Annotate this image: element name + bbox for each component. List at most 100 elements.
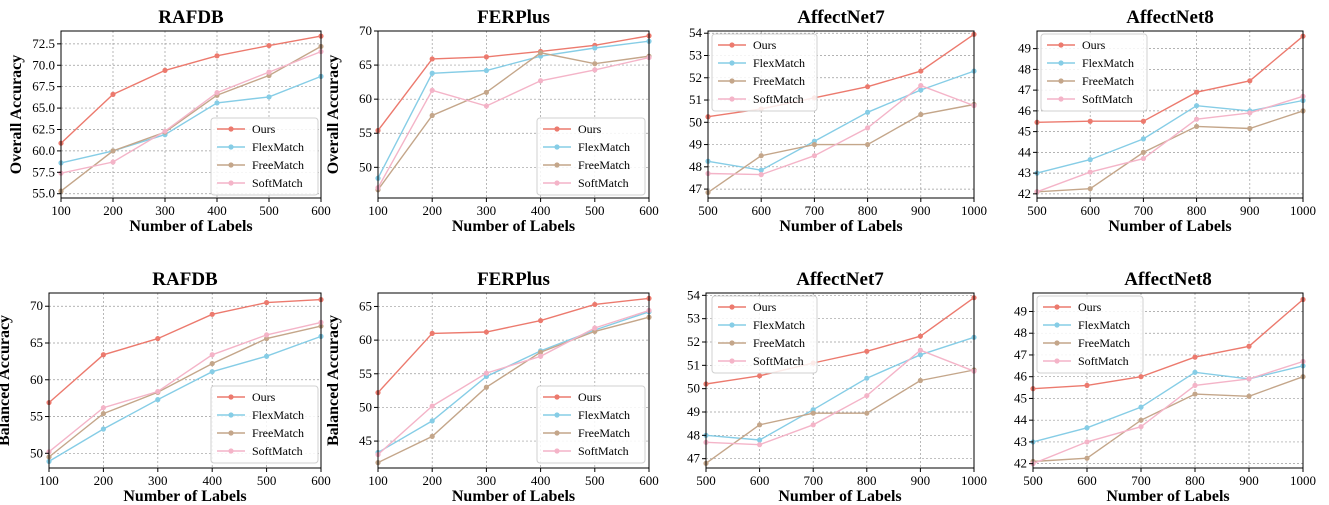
data-point-freematch [1087, 186, 1093, 192]
y-tick-label: 60 [359, 91, 372, 106]
legend-label: FreeMatch [753, 74, 805, 88]
legend-swatch-marker [729, 322, 735, 328]
chart-title: FERPlus [477, 269, 550, 290]
data-point-flexmatch [429, 70, 435, 76]
x-tick-label: 1000 [1290, 203, 1316, 218]
y-tick-label: 46 [1014, 369, 1028, 384]
data-point-freematch [918, 111, 924, 118]
x-tick-label: 100 [51, 203, 71, 218]
x-tick-label: 900 [911, 203, 931, 218]
data-point-ours [162, 67, 168, 73]
y-tick-label: 50 [359, 399, 372, 414]
data-point-softmatch [592, 67, 598, 73]
y-tick-label: 47 [687, 451, 701, 466]
x-tick-label: 300 [477, 473, 497, 488]
data-point-softmatch [1140, 155, 1146, 162]
legend-box [536, 385, 646, 464]
y-tick-label: 70.0 [32, 57, 55, 72]
legend-swatch-marker [729, 96, 735, 102]
x-tick-label: 900 [1240, 203, 1260, 218]
data-point-ours [1140, 118, 1146, 124]
y-tick-label: 65 [30, 335, 43, 350]
data-point-ours [155, 335, 161, 342]
legend-swatch-marker [554, 448, 560, 454]
legend-label: SoftMatch [753, 92, 804, 106]
y-tick-label: 45 [1018, 124, 1031, 139]
data-point-ours [1192, 354, 1198, 360]
x-axis-label: Number of Labels [123, 488, 246, 505]
data-point-softmatch [209, 352, 215, 358]
data-point-flexmatch [429, 418, 435, 424]
data-point-softmatch [592, 325, 598, 331]
legend: Ours FlexMatch FreeMatch SoftMatch [711, 295, 818, 374]
x-tick-label: 100 [39, 473, 59, 488]
series-line-ours [1032, 298, 1304, 390]
series-line-softmatch [48, 321, 322, 453]
data-point-ours [1246, 343, 1252, 349]
data-point-flexmatch [1084, 425, 1090, 431]
legend-box [1040, 33, 1148, 112]
data-point-ours [918, 68, 924, 74]
legend-swatch-marker [1058, 96, 1064, 102]
y-tick-label: 49 [1014, 303, 1027, 318]
data-point-freematch [758, 153, 764, 159]
series-line-softmatch [1032, 360, 1304, 465]
data-point-flexmatch [209, 369, 215, 375]
legend-label: FlexMatch [252, 408, 304, 422]
x-tick-label: 700 [1131, 473, 1151, 488]
legend-swatch-marker [729, 78, 735, 84]
data-point-ours [1247, 78, 1253, 84]
data-point-flexmatch [918, 87, 924, 93]
x-tick-label: 700 [1134, 203, 1154, 218]
y-tick-label: 50 [359, 159, 372, 174]
y-tick-label: 65 [359, 298, 372, 313]
y-tick-label: 55 [359, 125, 372, 140]
data-point-ours [264, 299, 270, 306]
series-line-softmatch [60, 50, 322, 174]
y-tick-label: 70 [30, 298, 43, 313]
series-line-flexmatch [705, 336, 975, 441]
legend-label: FreeMatch [252, 426, 304, 440]
legend-swatch-marker [729, 340, 735, 346]
data-point-softmatch [266, 69, 272, 75]
legend-label: SoftMatch [578, 444, 629, 458]
series-line-ours [377, 35, 650, 131]
y-tick-label: 54 [689, 25, 703, 40]
y-tick-label: 45 [359, 433, 372, 448]
plot-frame [707, 30, 975, 199]
series-line-freematch [48, 325, 322, 458]
data-point-freematch [483, 89, 489, 95]
data-point-freematch [100, 410, 106, 417]
y-axis-label: Overall Accuracy [8, 55, 25, 175]
series-line-freematch [1032, 376, 1304, 463]
chart-title: AffectNet7 [796, 269, 884, 290]
y-tick-label: 55 [359, 366, 372, 381]
x-tick-label: 400 [531, 473, 551, 488]
y-tick-label: 60 [359, 332, 372, 347]
legend-swatch-marker [1054, 340, 1060, 346]
data-point-softmatch [110, 159, 116, 165]
y-tick-label: 49 [687, 404, 700, 419]
legend: Ours FlexMatch FreeMatch SoftMatch [711, 33, 818, 112]
y-tick-label: 48 [1018, 61, 1031, 76]
legend-label: FlexMatch [753, 318, 805, 332]
legend-label: FlexMatch [578, 408, 630, 422]
legend-swatch-marker [1054, 304, 1060, 310]
data-point-softmatch [757, 442, 763, 448]
chart-panel-7: 500 600 700 800 900 1000 47 48 49 50 51 52 53 54 Affec… [687, 269, 987, 505]
chart-title: AffectNet8 [1126, 7, 1214, 28]
data-point-softmatch [162, 128, 168, 134]
legend-swatch-marker [1058, 60, 1064, 66]
data-point-ours [214, 53, 220, 59]
legend-label: FlexMatch [578, 140, 630, 154]
series-line-freematch [705, 369, 975, 464]
legend-swatch-marker [228, 448, 234, 454]
y-tick-label: 47 [689, 181, 703, 196]
legend-swatch-marker [228, 180, 234, 186]
x-axis-label: Number of Labels [452, 488, 575, 505]
data-point-softmatch [155, 388, 161, 395]
x-tick-label: 1000 [961, 473, 987, 488]
data-point-flexmatch [1192, 369, 1198, 375]
data-point-softmatch [865, 125, 871, 131]
